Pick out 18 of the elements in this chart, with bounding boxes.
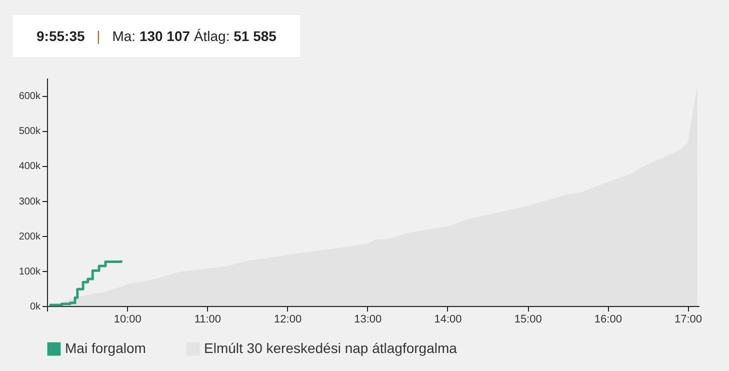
x-tick-label: 10:00 <box>114 314 142 326</box>
x-tick-label: 14:00 <box>434 314 462 326</box>
y-tick-label: 100k <box>18 266 42 278</box>
chart-title: 9:55:35 | Ma: 130 107 Átlag: 51 585 <box>36 28 276 44</box>
legend-label: Mai forgalom <box>65 340 146 356</box>
legend-label: Elmúlt 30 kereskedési nap átlagforgalma <box>204 340 458 356</box>
y-tick-label: 600k <box>18 91 42 102</box>
y-tick-label: 400k <box>18 161 42 172</box>
x-tick-label: 11:00 <box>194 314 222 326</box>
x-tick-label: 16:00 <box>594 314 622 326</box>
y-tick-label: 500k <box>18 126 42 138</box>
x-tick-label: 15:00 <box>514 314 542 326</box>
y-tick-label: 300k <box>18 196 42 208</box>
y-tick-label: 200k <box>18 231 42 242</box>
x-tick-label: 13:00 <box>354 314 382 326</box>
x-tick-label: 17:00 <box>674 314 702 326</box>
y-tick-label: 0k <box>30 302 42 312</box>
x-tick-label: 12:00 <box>274 314 302 326</box>
